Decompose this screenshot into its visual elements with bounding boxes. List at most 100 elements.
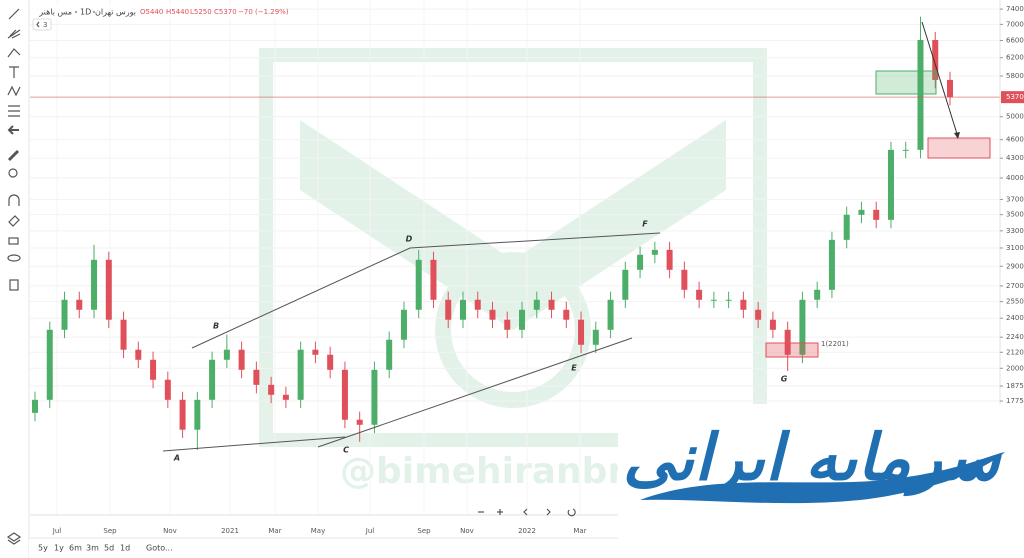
tool-delete[interactable]	[9, 279, 19, 291]
tool-layers[interactable]	[6, 532, 22, 545]
x-tick-label: Jul	[52, 527, 62, 535]
x-tick-label: Sep	[417, 527, 431, 535]
ohlc-low: L5250	[190, 8, 212, 16]
tool-back[interactable]	[7, 125, 19, 135]
candle-body	[371, 369, 378, 425]
y-tick-label: 7000	[1006, 20, 1024, 28]
ohlc-change: −70 (−1.29%)	[238, 8, 289, 16]
candle-body	[799, 299, 806, 355]
x-tick-label: 2022	[518, 527, 536, 535]
current-price-label: 5370	[1006, 93, 1024, 101]
arrow	[921, 21, 959, 138]
candle-body	[666, 249, 673, 270]
reset[interactable]	[567, 508, 576, 517]
candle-body	[828, 239, 835, 290]
range-button[interactable]: 5y	[38, 544, 48, 553]
y-tick-label: 2000	[1006, 364, 1024, 372]
zone-box	[875, 70, 937, 95]
candle-body	[91, 259, 98, 310]
candle-body	[179, 399, 186, 430]
x-tick-label: May	[311, 527, 325, 535]
range-button[interactable]: 6m	[69, 544, 82, 553]
tool-pattern[interactable]	[7, 48, 21, 58]
scroll-right[interactable]	[546, 508, 551, 516]
collapse-button[interactable]	[32, 18, 52, 31]
logo-text: سرمایه ایرانی	[623, 422, 1002, 497]
candle-body	[105, 259, 112, 320]
y-tick-label: 3100	[1006, 244, 1024, 252]
wave-label: G	[781, 375, 788, 384]
tool-forecast[interactable]	[8, 105, 20, 117]
tool-measure[interactable]	[7, 85, 21, 97]
tool-lock[interactable]	[8, 237, 19, 245]
zoom-in[interactable]	[497, 509, 503, 515]
candle-body	[622, 269, 629, 300]
scroll-left[interactable]	[523, 508, 528, 516]
tool-text[interactable]	[9, 66, 19, 78]
tool-trendline[interactable]	[8, 8, 20, 20]
candle-body	[814, 289, 821, 300]
candle-body	[32, 399, 38, 413]
candle-body	[740, 299, 747, 310]
y-tick-label: 6600	[1006, 37, 1024, 45]
tool-fib[interactable]	[7, 29, 21, 39]
y-tick-label: 4300	[1006, 154, 1024, 162]
x-tick-label: Mar	[573, 527, 586, 535]
range-button[interactable]: 5d	[104, 544, 114, 553]
y-tick-label: 2550	[1006, 298, 1024, 306]
y-tick-label: 3700	[1006, 195, 1024, 203]
candle-body	[209, 359, 216, 400]
candle-body	[400, 309, 407, 340]
wave-label: F	[642, 220, 648, 229]
candle-body	[637, 254, 644, 270]
zone-box	[927, 137, 991, 159]
wave-label: A	[173, 454, 180, 463]
candle-body	[696, 289, 703, 300]
candle-body	[327, 354, 334, 370]
candle-body	[253, 369, 260, 385]
range-button[interactable]: 1y	[54, 544, 64, 553]
y-tick-label: 6200	[1006, 54, 1024, 62]
candle-body	[135, 349, 142, 360]
candle-body	[386, 339, 393, 370]
candle-body	[445, 299, 452, 320]
range-button[interactable]: Goto...	[146, 544, 173, 553]
candle-body	[223, 349, 230, 360]
arrow-head	[954, 132, 960, 139]
candle-body	[784, 329, 791, 355]
tool-brush[interactable]	[7, 149, 20, 162]
tool-visibility[interactable]	[7, 254, 21, 262]
y-tick-label: 2900	[1006, 262, 1024, 270]
candle-body	[238, 349, 245, 370]
candle-body	[917, 39, 924, 150]
collapse-count[interactable]: 3	[43, 21, 47, 29]
candle-body	[150, 359, 157, 380]
y-tick-label: 3500	[1006, 211, 1024, 219]
toolbar	[0, 0, 30, 558]
candle-body	[519, 309, 526, 330]
tool-zoom[interactable]	[8, 168, 18, 178]
tool-lock-draw[interactable]	[8, 215, 20, 227]
x-tick-label: Nov	[460, 527, 474, 535]
tool-magnet[interactable]	[8, 194, 20, 206]
range-button[interactable]: 1d	[120, 544, 130, 553]
candle-body	[607, 299, 614, 330]
y-tick-label: 5800	[1006, 72, 1024, 80]
candle-body	[858, 209, 865, 215]
ohlc-open: O5440	[140, 8, 163, 16]
range-button[interactable]: 3m	[86, 544, 99, 553]
candle-body	[710, 299, 717, 301]
trend-line	[191, 247, 411, 349]
candle-body	[932, 39, 939, 80]
trend-line	[162, 436, 346, 452]
candle-body	[725, 299, 732, 301]
trend-line	[317, 337, 633, 448]
candle-body	[76, 299, 83, 310]
y-tick-label: 2240	[1006, 333, 1024, 341]
candle-body	[430, 259, 437, 300]
candle-body	[415, 259, 422, 310]
candle-body	[268, 384, 275, 395]
y-tick-label: 4000	[1006, 174, 1024, 182]
candle-body	[548, 299, 555, 310]
candle-body	[947, 79, 953, 98]
